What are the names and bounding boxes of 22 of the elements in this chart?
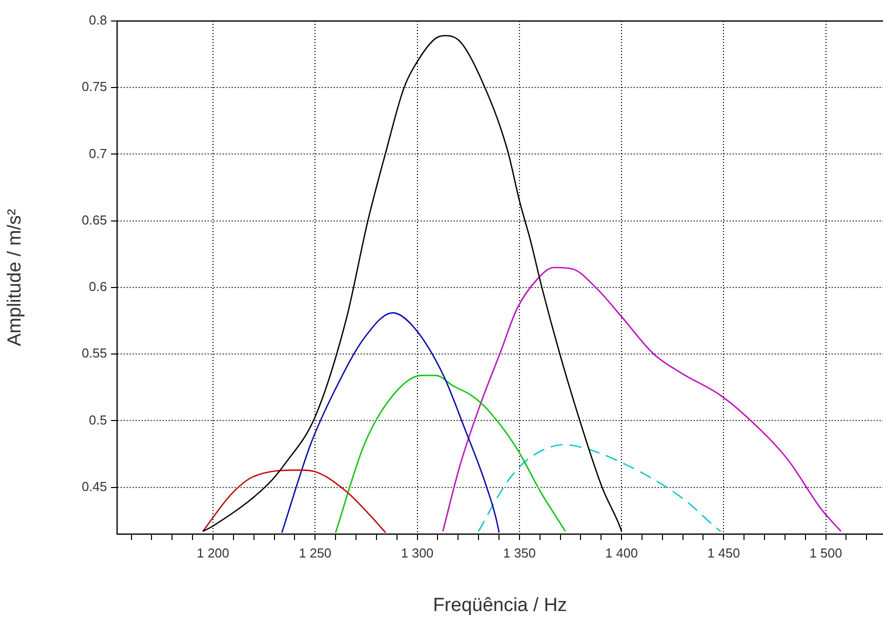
x-tick-label: 1 300 bbox=[401, 545, 434, 560]
line-series bbox=[202, 469, 386, 534]
x-tick-label: 1 500 bbox=[810, 545, 842, 560]
y-tick-label: 0.45 bbox=[82, 478, 107, 494]
x-tick-label: 1 250 bbox=[298, 545, 332, 560]
y-tick-label: 0.5 bbox=[88, 412, 107, 428]
line-series bbox=[478, 444, 722, 532]
y-tick-label: 0.6 bbox=[88, 279, 107, 294]
y-axis-title: Amplitude / m/s² bbox=[4, 208, 26, 346]
y-tick-label: 0.55 bbox=[82, 346, 107, 361]
x-tick-label: 1 450 bbox=[707, 545, 740, 560]
x-axis-title: Freqüência / Hz bbox=[432, 594, 568, 616]
x-tick-label: 1 400 bbox=[605, 545, 638, 560]
line-series bbox=[281, 312, 500, 534]
line-series bbox=[442, 266, 842, 532]
y-tick-label: 0.65 bbox=[82, 212, 107, 228]
y-tick-label: 0.8 bbox=[88, 12, 107, 28]
x-tick-label: 1 200 bbox=[196, 545, 230, 560]
x-tick-label: 1 350 bbox=[503, 545, 536, 560]
line-series bbox=[334, 374, 566, 534]
y-tick-label: 0.7 bbox=[88, 146, 107, 161]
y-tick-label: 0.75 bbox=[82, 79, 107, 94]
